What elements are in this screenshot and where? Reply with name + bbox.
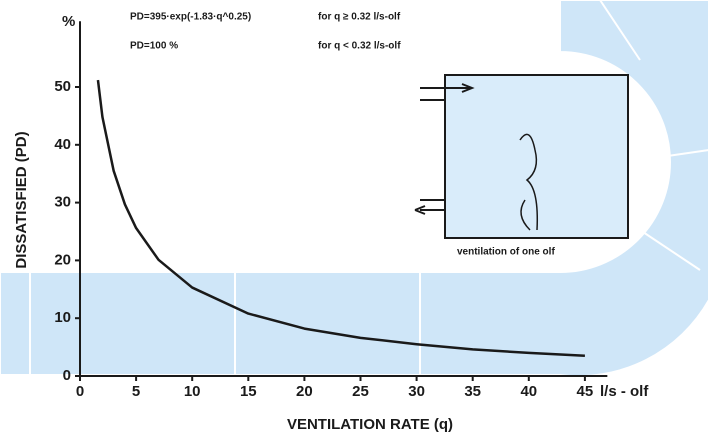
y-tick-label: 0 bbox=[63, 367, 71, 384]
background-decoration bbox=[0, 0, 709, 378]
x-tick-label: 20 bbox=[296, 383, 313, 400]
inset-diagram bbox=[414, 74, 629, 239]
formula-condition: for q ≥ 0.32 l/s-olf bbox=[318, 12, 401, 23]
x-tick-label: 40 bbox=[520, 383, 537, 400]
x-tick-label: 30 bbox=[408, 383, 425, 400]
y-axis-label: DISSATISFIED (PD) bbox=[13, 131, 30, 268]
x-tick-label: 25 bbox=[352, 383, 369, 400]
x-unit: l/s - olf bbox=[600, 383, 649, 400]
inset-label: ventilation of one olf bbox=[457, 247, 555, 258]
x-axis-label: VENTILATION RATE (q) bbox=[287, 416, 453, 433]
x-tick-label: 10 bbox=[184, 383, 201, 400]
x-tick-label: 15 bbox=[240, 383, 257, 400]
formula: PD=100 % bbox=[130, 41, 178, 52]
y-tick-label: 20 bbox=[54, 251, 71, 268]
x-tick-label: 0 bbox=[76, 383, 84, 400]
formula: PD=395·exp(-1.83·q^0.25) bbox=[130, 12, 251, 23]
y-tick-label: 40 bbox=[54, 136, 71, 153]
formula-condition: for q < 0.32 l/s-olf bbox=[318, 41, 401, 52]
curve bbox=[96, 79, 585, 358]
y-tick-label: 10 bbox=[54, 309, 71, 326]
y-tick-label: 30 bbox=[54, 194, 71, 211]
y-tick-label: 50 bbox=[54, 78, 71, 95]
y-unit: % bbox=[62, 13, 75, 30]
x-tick-label: 35 bbox=[464, 383, 481, 400]
x-tick-label: 45 bbox=[577, 383, 594, 400]
x-tick-label: 5 bbox=[132, 383, 140, 400]
